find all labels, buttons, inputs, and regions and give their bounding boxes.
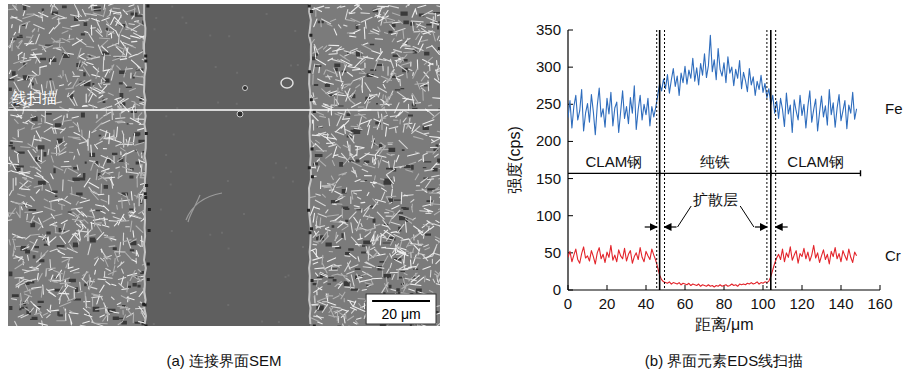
diffusion-arrow <box>665 226 677 227</box>
series-line <box>568 245 857 287</box>
figure: 线扫描20 μm(a) 连接界面SEM050100150200250300350… <box>0 0 907 377</box>
interface-boundary <box>770 30 772 290</box>
sem-grain-texture <box>310 4 440 326</box>
scale-bar <box>372 300 430 302</box>
diffusion-arrow <box>755 226 767 227</box>
y-tick-label: 300 <box>536 58 561 75</box>
interface-pores <box>307 5 316 327</box>
plot-data <box>568 35 857 287</box>
diffusion-leader <box>740 206 754 227</box>
y-tick-label: 150 <box>536 170 561 187</box>
interface-pores <box>142 5 151 326</box>
scan-line <box>8 109 440 111</box>
x-tick-label: 60 <box>677 295 694 312</box>
region-label: CLAM钢 <box>787 153 844 170</box>
band-scratch <box>186 193 222 222</box>
sem-grain-texture <box>8 4 149 326</box>
y-tick <box>568 290 573 291</box>
y-axis-line <box>567 30 568 290</box>
y-tick-label: 50 <box>544 244 561 261</box>
series-label: Cr <box>885 247 901 264</box>
y-tick-label: 250 <box>536 95 561 112</box>
scale-bar-box <box>366 294 436 324</box>
x-tick <box>880 285 881 290</box>
x-tick <box>646 285 647 290</box>
y-tick <box>568 67 573 68</box>
x-tick-label: 100 <box>750 295 775 312</box>
series-label: Fe <box>885 100 903 117</box>
x-tick-label: 160 <box>867 295 892 312</box>
series-line <box>568 35 857 135</box>
sem-grain-texture <box>8 4 152 325</box>
diffusion-edge <box>656 30 657 290</box>
interface-boundary <box>659 30 661 290</box>
region-line <box>568 170 660 176</box>
sem-grain-texture <box>8 4 155 325</box>
diffusion-edge <box>766 30 767 290</box>
x-tick-label: 40 <box>638 295 655 312</box>
panel-caption: (a) 连接界面SEM <box>166 352 281 369</box>
band-pore <box>281 78 293 88</box>
x-tick-label: 140 <box>828 295 853 312</box>
sem-image <box>8 4 440 326</box>
x-tick-label: 120 <box>789 295 814 312</box>
x-tick-label: 80 <box>716 295 733 312</box>
sem-grain-texture <box>310 10 441 327</box>
band-pore <box>243 86 248 91</box>
x-tick <box>763 285 764 290</box>
y-tick-label: 100 <box>536 207 561 224</box>
diffusion-arrow <box>776 226 788 227</box>
x-tick <box>802 285 803 290</box>
diffusion-label: 扩散层 <box>693 191 738 208</box>
band-pore <box>237 111 243 117</box>
panel-caption: (b) 界面元素EDS线扫描 <box>645 352 803 369</box>
y-tick <box>568 141 573 142</box>
diffusion-arrow <box>645 226 657 227</box>
interface-line <box>309 4 311 324</box>
x-tick <box>841 285 842 290</box>
x-tick-label: 0 <box>564 295 572 312</box>
region-label: 纯铁 <box>700 153 730 170</box>
y-tick <box>568 30 573 31</box>
y-tick <box>568 178 573 179</box>
y-tick-label: 0 <box>553 281 561 298</box>
axes: 0 50 100 150 200 250 300 350 0 20 40 60 80 100 120 140 1… <box>506 21 893 333</box>
x-tick <box>568 285 569 290</box>
band-speckle <box>153 5 304 325</box>
annotation-lines <box>657 30 776 290</box>
diffusion-leader <box>678 206 692 227</box>
scan-line-label: 线扫描 <box>12 89 57 106</box>
x-tick <box>607 285 608 290</box>
y-tick-label: 350 <box>536 21 561 38</box>
region-label: CLAM钢 <box>585 153 642 170</box>
x-axis-title: 距离/μm <box>695 316 754 333</box>
y-tick-label: 200 <box>536 132 561 149</box>
y-tick <box>568 215 573 216</box>
pure-iron-band <box>145 4 310 326</box>
diffusion-edge <box>775 30 776 290</box>
region-line <box>771 170 861 176</box>
region-line <box>660 170 771 176</box>
x-tick-label: 20 <box>599 295 616 312</box>
scale-bar-label: 20 μm <box>381 306 420 322</box>
interface-line <box>144 4 146 324</box>
y-axis-title: 强度(cps) <box>506 126 523 194</box>
x-tick <box>685 285 686 290</box>
diffusion-edge <box>664 30 665 290</box>
